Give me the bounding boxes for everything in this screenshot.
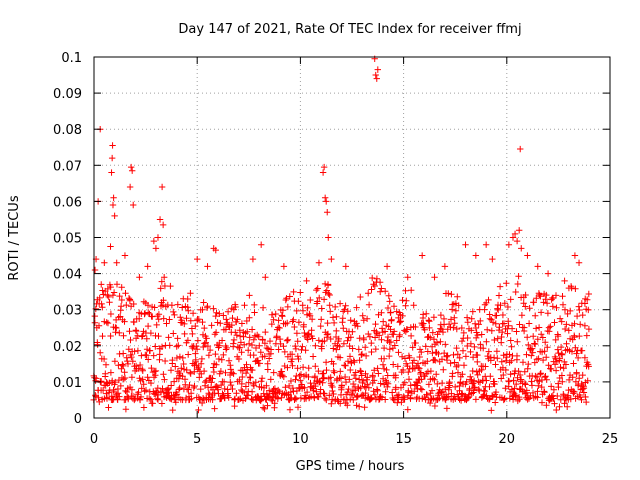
y-tick-label: 0.06: [53, 195, 82, 210]
data-point: [544, 270, 552, 277]
y-axis-label: ROTI / TECUs: [7, 195, 22, 280]
x-tick-label: 10: [292, 432, 309, 447]
data-point: [303, 277, 310, 285]
data-point: [524, 252, 531, 259]
data-point: [126, 183, 134, 191]
data-point: [373, 75, 380, 82]
y-tick-label: 0.01: [53, 376, 82, 391]
data-point: [113, 259, 120, 266]
data-point: [136, 274, 143, 281]
data-point: [534, 263, 541, 270]
data-point: [128, 167, 136, 174]
data-point: [104, 292, 111, 299]
data-point: [320, 163, 328, 171]
data-point: [323, 198, 330, 205]
data-point: [325, 234, 332, 241]
data-point: [374, 66, 381, 73]
data-point: [372, 71, 379, 79]
data-point: [101, 259, 108, 266]
y-tick-label: 0.04: [53, 268, 82, 283]
data-point: [321, 194, 329, 201]
data-point: [108, 154, 116, 162]
data-point: [575, 259, 583, 266]
data-point: [111, 212, 118, 220]
data-point: [280, 263, 288, 270]
data-point: [204, 263, 211, 270]
x-tick-label: 0: [90, 432, 98, 447]
data-point: [561, 277, 568, 285]
y-tick-label: 0.03: [53, 304, 82, 319]
data-point: [315, 259, 323, 266]
x-tick-label: 25: [602, 432, 619, 447]
data-point: [441, 263, 449, 270]
data-point: [150, 237, 158, 245]
data-point: [130, 201, 137, 209]
data-point: [518, 245, 525, 252]
x-tick-label: 15: [395, 432, 412, 447]
data-point: [513, 237, 521, 245]
data-point: [127, 163, 135, 171]
data-point: [109, 142, 116, 149]
data-point: [107, 243, 114, 250]
data-point: [571, 252, 579, 259]
data-point: [257, 241, 265, 248]
data-point: [418, 252, 426, 259]
data-point: [154, 234, 162, 241]
data-point: [383, 263, 391, 270]
data-point: [328, 255, 335, 263]
y-tick-label: 0.1: [61, 51, 82, 66]
y-tick-label: 0.05: [53, 232, 82, 247]
x-tick-label: 5: [193, 432, 201, 447]
data-point: [582, 295, 589, 303]
data-point: [212, 246, 219, 254]
data-point: [91, 266, 99, 274]
data-point: [342, 263, 350, 270]
data-point: [517, 145, 524, 153]
x-axis-label: GPS time / hours: [296, 459, 405, 474]
data-point: [110, 194, 117, 201]
data-point: [404, 274, 411, 281]
data-point: [160, 274, 168, 281]
data-point: [121, 252, 129, 259]
y-tick-label: 0.07: [53, 159, 82, 174]
data-point: [505, 241, 513, 248]
data-point: [515, 227, 523, 234]
data-point: [431, 274, 438, 281]
data-point: [109, 201, 117, 209]
data-point: [482, 241, 490, 248]
data-point: [156, 216, 164, 223]
data-point: [144, 263, 151, 270]
data-point: [158, 183, 166, 191]
data-point: [98, 281, 105, 288]
data-point: [319, 169, 327, 176]
data-point: [324, 209, 331, 216]
data-point: [472, 252, 480, 259]
data-point: [108, 169, 115, 176]
axis-ticks: 0 0.01 0.02 0.03 0.04 0.05 0.06 0.07 0.08 0.09 0.1…: [53, 51, 618, 447]
y-tick-label: 0.08: [53, 123, 82, 138]
data-point: [249, 255, 257, 263]
y-tick-label: 0: [74, 412, 82, 427]
chart-title: Day 147 of 2021, Rate Of TEC Index for r…: [178, 22, 521, 37]
data-point: [152, 245, 160, 252]
data-point: [194, 255, 201, 263]
data-point: [159, 221, 167, 229]
data-point: [489, 255, 496, 263]
data-point: [262, 274, 269, 281]
y-tick-label: 0.09: [53, 87, 82, 102]
x-tick-label: 20: [499, 432, 516, 447]
y-tick-label: 0.02: [53, 340, 82, 355]
data-point: [511, 230, 519, 238]
data-point: [509, 234, 517, 241]
data-point: [462, 241, 469, 248]
